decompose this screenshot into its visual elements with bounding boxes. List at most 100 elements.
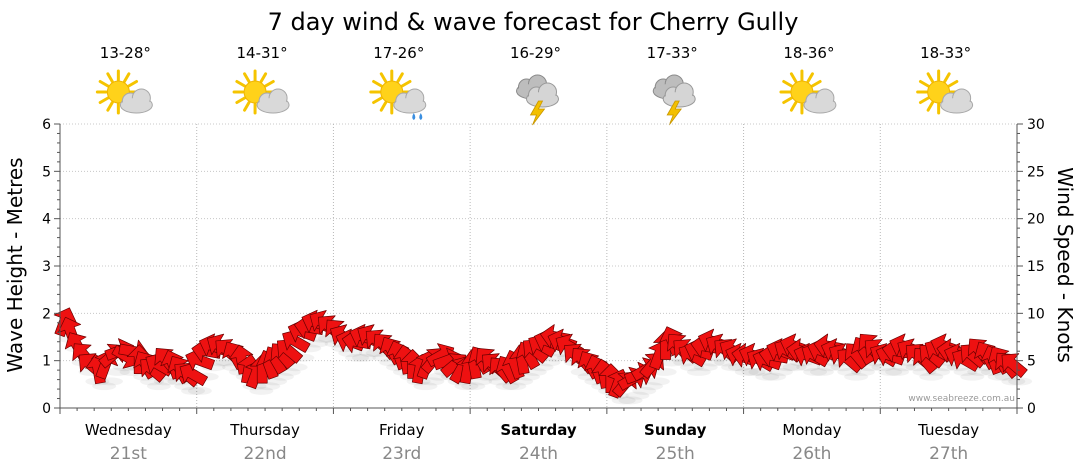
sun-ray [918,96,930,104]
sun-ray [106,72,114,84]
arrow-shadow [878,367,903,376]
day-temperature: 14-31° [237,44,288,62]
chart-title: 7 day wind & wave forecast for Cherry Gu… [268,8,799,36]
day-date-label: 23rd [382,444,421,464]
arrow-shadow [358,349,383,357]
sun-cloud-icon [232,69,290,115]
sun-ray [243,72,251,84]
right-axis-ticks: 0 5 10 15 20 25 30 [1027,117,1045,417]
sun-ray [926,100,935,112]
right-tick-label: 20 [1027,212,1045,228]
arrow-shadow [721,363,746,372]
day-temperature: 16-29° [510,44,561,62]
arrow-shadow [775,363,800,372]
arrow-shadow [256,382,281,391]
arrow-shadow [680,363,705,372]
sun-ray [98,80,110,88]
arrow-shadow [645,377,670,386]
cloud-shape [393,88,427,114]
sun-ray [789,100,798,112]
arrow-shadow [919,372,944,381]
left-tick-label: 4 [42,212,51,228]
sun-ray [806,72,814,84]
left-axis-ticks: 0 1 2 3 4 5 6 [42,117,51,417]
arrow-shadow [632,386,657,395]
day-temperature: 18-33° [920,44,971,62]
sun-ray [372,96,383,104]
day-name-label: Thursday [229,421,300,439]
wind-arrows [53,307,1028,399]
cloud-shape [940,88,974,114]
cloud-shape [256,88,290,114]
day-temperature: 17-33° [647,44,698,62]
storm-icon [652,74,696,126]
arrow-shadow [762,372,787,381]
arrow-shadow [92,382,117,391]
day-temperature: 18-36° [783,44,834,62]
sun-ray [379,100,388,112]
arrow-shadow [734,367,759,376]
sun-ray [235,80,247,88]
left-tick-label: 1 [42,354,51,370]
arrow-shadow [953,367,978,376]
cloud-shape [803,88,837,114]
arrow-shadow [468,377,493,386]
arrow-shadow [502,382,527,391]
day-date-label: 24th [519,444,558,464]
day-name-label: Tuesday [917,421,979,439]
arrow-shadow [618,396,643,405]
arrow-shadow [796,363,821,372]
arrow-shadow [871,363,896,372]
cloud-shape [526,82,559,108]
lightning-bolt [666,100,683,126]
cloud-fill [394,98,425,112]
left-tick-label: 5 [42,164,51,180]
arrow-shadow [748,367,773,376]
arrow-shadow [495,382,520,391]
cloud-fill [941,98,972,112]
day-labels: Wednesday 21st Thursday 22nd Friday 23rd Satur… [85,421,979,464]
sun-ray [379,72,388,84]
sun-cloud-rain-icon [369,69,427,120]
arrow-shadow [768,367,793,376]
arrow-shadow [639,382,664,391]
sun-ray [259,72,268,84]
sun-ray [396,72,404,84]
right-tick-label: 15 [1027,259,1045,275]
wind-arrow [1001,353,1028,378]
arrow-shadow [625,391,650,400]
day-date-label: 22nd [243,444,286,464]
cloud-fill [804,98,835,112]
wind-arrow [179,362,208,387]
day-name-label: Saturday [500,421,577,439]
day-temperature: 13-28° [100,44,151,62]
cloud-fill [121,98,152,112]
arrow-shadow [960,372,985,381]
day-name-label: Sunday [644,421,707,439]
sun-ray [243,100,251,112]
arrow-shadow [844,372,869,381]
arrow-shadow [686,367,711,376]
lightning-bolt [529,100,546,126]
arrow-shadow [659,358,684,367]
day-name-label: Friday [379,421,425,439]
cloud-shape [119,88,153,114]
sun-ray [263,80,275,88]
sun-ray [372,80,383,88]
left-axis-title: Wave Height - Metres [3,157,27,372]
arrow-shadow [304,339,329,348]
arrow-shadow [885,367,910,376]
sun-ray [400,80,412,88]
arrow-shadow [338,349,363,357]
arrow-shadow [461,382,486,391]
storm-icon [516,74,559,126]
credit-text: www.seabreeze.com.au [908,394,1015,404]
forecast-row: 13-28° 14-31° 17-26° 16-29° 17-33° 18-36° 18-3… [95,44,974,126]
rain-drop [419,113,423,120]
sun-ray [947,80,959,88]
day-name-label: Wednesday [85,421,172,439]
arrow-shadow [181,386,206,395]
sun-cloud-icon [916,69,974,115]
right-tick-label: 5 [1027,354,1036,370]
